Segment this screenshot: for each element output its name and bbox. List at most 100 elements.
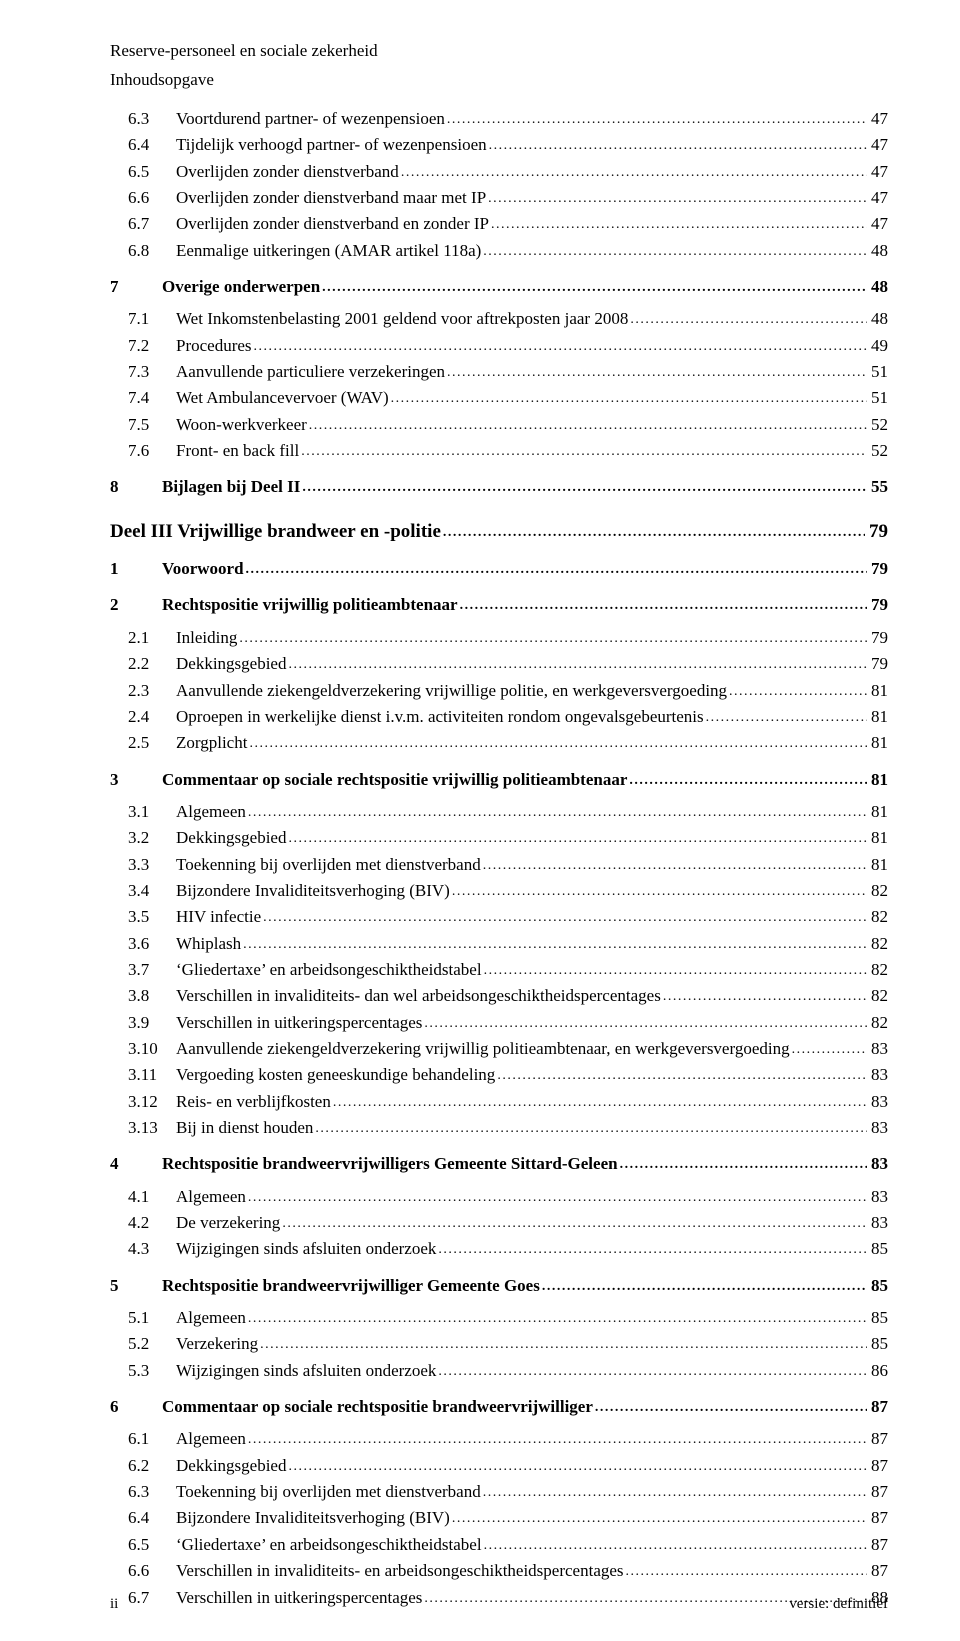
toc-entry-number: 2 <box>110 592 162 618</box>
toc-page-number: 47 <box>867 185 888 211</box>
toc-leader <box>301 441 867 463</box>
toc-entry-text: Voorwoord <box>162 556 246 582</box>
toc-entry-text: Front- en back fill <box>176 438 301 464</box>
toc-subsection: 5.3Wijzigingen sinds afsluiten onderzoek… <box>110 1358 888 1384</box>
toc-entry-text: Algemeen <box>176 1305 248 1331</box>
toc-page-number: 52 <box>867 412 888 438</box>
toc-page-number: 87 <box>867 1558 888 1584</box>
toc-entry-number: 7.4 <box>128 385 176 411</box>
toc-part-heading: Deel III Vrijwillige brandweer en -polit… <box>110 517 888 546</box>
toc-entry-text: Dekkingsgebied <box>176 651 288 677</box>
toc-page-number: 83 <box>867 1062 888 1088</box>
toc-leader <box>484 1535 867 1557</box>
toc-entry-number: 7.2 <box>128 333 176 359</box>
toc-leader <box>243 934 867 956</box>
toc-entry-text: Algemeen <box>176 1184 248 1210</box>
toc-subsection: 3.5HIV infectie82 <box>110 904 888 930</box>
toc-entry-number: 3.2 <box>128 825 176 851</box>
toc-leader <box>438 1239 867 1261</box>
toc-section: 2Rechtspositie vrijwillig politieambtena… <box>110 592 888 618</box>
toc-subsection: 4.3Wijzigingen sinds afsluiten onderzoek… <box>110 1236 888 1262</box>
toc-page-number: 82 <box>867 1010 888 1036</box>
toc-entry-text: Vergoeding kosten geneeskundige behandel… <box>176 1062 497 1088</box>
toc-page-number: 81 <box>867 799 888 825</box>
toc-leader <box>438 1361 867 1383</box>
toc-leader <box>288 828 867 850</box>
toc-entry-number: 6.3 <box>128 1479 176 1505</box>
toc-subsection: 3.10Aanvullende ziekengeldverzekering vr… <box>110 1036 888 1062</box>
toc-page-number: 85 <box>867 1273 888 1299</box>
toc-leader <box>443 522 865 544</box>
toc-entry-text: Algemeen <box>176 799 248 825</box>
toc-entry-number: 3.4 <box>128 878 176 904</box>
toc-leader <box>497 1065 867 1087</box>
toc-entry-number: 6.1 <box>128 1426 176 1452</box>
toc-page-number: 87 <box>867 1505 888 1531</box>
toc-entry-text: ‘Gliedertaxe’ en arbeidsongeschiktheidst… <box>176 1532 484 1558</box>
toc-page-number: 83 <box>867 1210 888 1236</box>
toc-page-number: 81 <box>867 730 888 756</box>
footer-page-number: ii <box>110 1596 118 1613</box>
toc-entry-number: 6.5 <box>128 159 176 185</box>
toc-page-number: 81 <box>867 704 888 730</box>
toc-entry-number: 2.5 <box>128 730 176 756</box>
toc-page-number: 83 <box>867 1089 888 1115</box>
toc-page-number: 52 <box>867 438 888 464</box>
toc-page-number: 87 <box>867 1394 888 1420</box>
toc-page-number: 83 <box>867 1184 888 1210</box>
toc-page-number: 79 <box>867 592 888 618</box>
toc-subsection: 6.1Algemeen87 <box>110 1426 888 1452</box>
toc-entry-text: Rechtspositie brandweervrijwilliger Geme… <box>162 1273 542 1299</box>
toc-subsection: 4.1Algemeen 83 <box>110 1184 888 1210</box>
toc-entry-number: 4.1 <box>128 1184 176 1210</box>
page-footer: ii versie: definitief <box>110 1596 888 1613</box>
toc-page-number: 83 <box>867 1115 888 1141</box>
toc-entry-number: 3.6 <box>128 931 176 957</box>
toc-page-number: 48 <box>867 306 888 332</box>
toc-entry-text: Procedures <box>176 333 254 359</box>
toc-subsection: 7.4Wet Ambulancevervoer (WAV)51 <box>110 385 888 411</box>
toc-entry-number: 4.3 <box>128 1236 176 1262</box>
toc-leader <box>595 1397 867 1419</box>
toc-entry-text: Tijdelijk verhoogd partner- of wezenpens… <box>176 132 489 158</box>
toc-leader <box>630 309 867 331</box>
toc-subsection: 3.8Verschillen in invaliditeits- dan wel… <box>110 983 888 1009</box>
toc-page-number: 81 <box>867 852 888 878</box>
toc-subsection: 6.6Verschillen in invaliditeits- en arbe… <box>110 1558 888 1584</box>
toc-entry-text: Overige onderwerpen <box>162 274 322 300</box>
toc-subsection: 3.3Toekenning bij overlijden met dienstv… <box>110 852 888 878</box>
toc-section: 6Commentaar op sociale rechtspositie bra… <box>110 1394 888 1420</box>
toc-leader <box>322 277 867 299</box>
toc-entry-number: 2.1 <box>128 625 176 651</box>
toc-subsection: 6.4Tijdelijk verhoogd partner- of wezenp… <box>110 132 888 158</box>
toc-leader <box>248 1308 867 1330</box>
toc-leader <box>288 1456 867 1478</box>
toc-entry-text: Dekkingsgebied <box>176 1453 288 1479</box>
toc-leader <box>620 1154 867 1176</box>
toc-leader <box>263 907 867 929</box>
toc-leader <box>452 1508 867 1530</box>
toc-entry-number: 3 <box>110 767 162 793</box>
toc-page-number: 85 <box>867 1236 888 1262</box>
toc-leader <box>629 770 867 792</box>
toc-page-number: 47 <box>867 211 888 237</box>
toc-page-number: 48 <box>867 238 888 264</box>
toc-subsection: 6.6Overlijden zonder dienstverband maar … <box>110 185 888 211</box>
toc-entry-text: Rechtspositie brandweervrijwilligers Gem… <box>162 1151 620 1177</box>
toc-entry-number: 6.6 <box>128 185 176 211</box>
toc-entry-number: 6.4 <box>128 1505 176 1531</box>
toc-leader <box>401 162 867 184</box>
toc-leader <box>792 1039 867 1061</box>
toc-page-number: 79 <box>867 625 888 651</box>
toc-page-number: 81 <box>867 678 888 704</box>
toc-entry-number: 3.3 <box>128 852 176 878</box>
toc-page-number: 81 <box>867 767 888 793</box>
toc-leader <box>452 881 867 903</box>
toc-leader <box>706 707 867 729</box>
toc-section: 5Rechtspositie brandweervrijwilliger Gem… <box>110 1273 888 1299</box>
toc-subsection: 4.2De verzekering83 <box>110 1210 888 1236</box>
toc-page-number: 81 <box>867 825 888 851</box>
toc-entry-text: Overlijden zonder dienstverband <box>176 159 401 185</box>
toc-subsection: 3.1Algemeen81 <box>110 799 888 825</box>
toc-leader <box>248 802 867 824</box>
